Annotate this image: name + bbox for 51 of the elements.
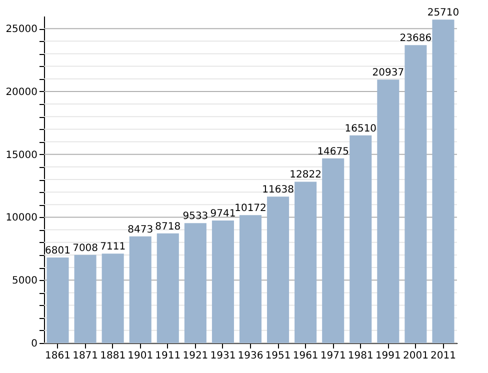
x-tick-label: 1861 (45, 350, 70, 362)
y-tick-label: 20000 (6, 86, 38, 98)
data-label: 9741 (210, 208, 236, 220)
data-label: 9533 (182, 211, 208, 222)
x-tick-label: 1971 (320, 350, 346, 362)
x-tick-label: 1991 (375, 350, 401, 362)
data-label: 7111 (100, 242, 126, 253)
bar (46, 257, 69, 343)
x-tick-label: 1936 (238, 350, 264, 362)
bar (212, 220, 234, 343)
data-label: 25710 (427, 8, 460, 19)
data-label: 20937 (372, 68, 404, 79)
bar (267, 196, 290, 343)
bar (322, 158, 344, 343)
bar (102, 254, 124, 343)
x-tick-label: 1951 (265, 350, 291, 362)
x-tick-label: 1911 (155, 350, 181, 362)
x-tick-label: 1881 (100, 350, 126, 362)
data-label: 16510 (344, 123, 377, 134)
y-tick-label: 25000 (6, 24, 38, 36)
x-tick-label: 1961 (292, 350, 318, 362)
data-label: 10172 (234, 203, 266, 214)
data-label: 7008 (72, 242, 98, 254)
x-tick-label: 1921 (182, 350, 208, 362)
x-tick-label: 1931 (210, 350, 236, 362)
bar (184, 223, 206, 343)
bar (404, 45, 427, 343)
data-label: 12822 (290, 170, 322, 181)
data-label: 6801 (45, 245, 70, 256)
data-label: 8718 (155, 221, 181, 232)
bar (239, 215, 262, 343)
x-tick-label: 2001 (402, 350, 428, 362)
data-label: 14675 (317, 146, 350, 158)
bar (294, 182, 317, 343)
bar (156, 233, 179, 343)
x-tick-label: 1871 (72, 350, 98, 362)
bar (74, 254, 96, 343)
data-label: 23686 (400, 33, 432, 44)
x-tick-label: 1981 (348, 350, 374, 362)
x-tick-label: 2011 (430, 350, 456, 362)
data-label: 8473 (128, 224, 154, 236)
bar (129, 236, 152, 343)
y-tick-label: 15000 (6, 150, 38, 161)
data-label: 11638 (262, 184, 294, 196)
y-tick-label: 0 (31, 338, 38, 350)
bar (350, 135, 372, 343)
y-tick-label: 10000 (6, 212, 38, 224)
bar (377, 80, 400, 343)
x-tick-label: 1901 (128, 350, 154, 362)
bar (432, 20, 454, 343)
y-tick-label: 5000 (12, 276, 38, 287)
